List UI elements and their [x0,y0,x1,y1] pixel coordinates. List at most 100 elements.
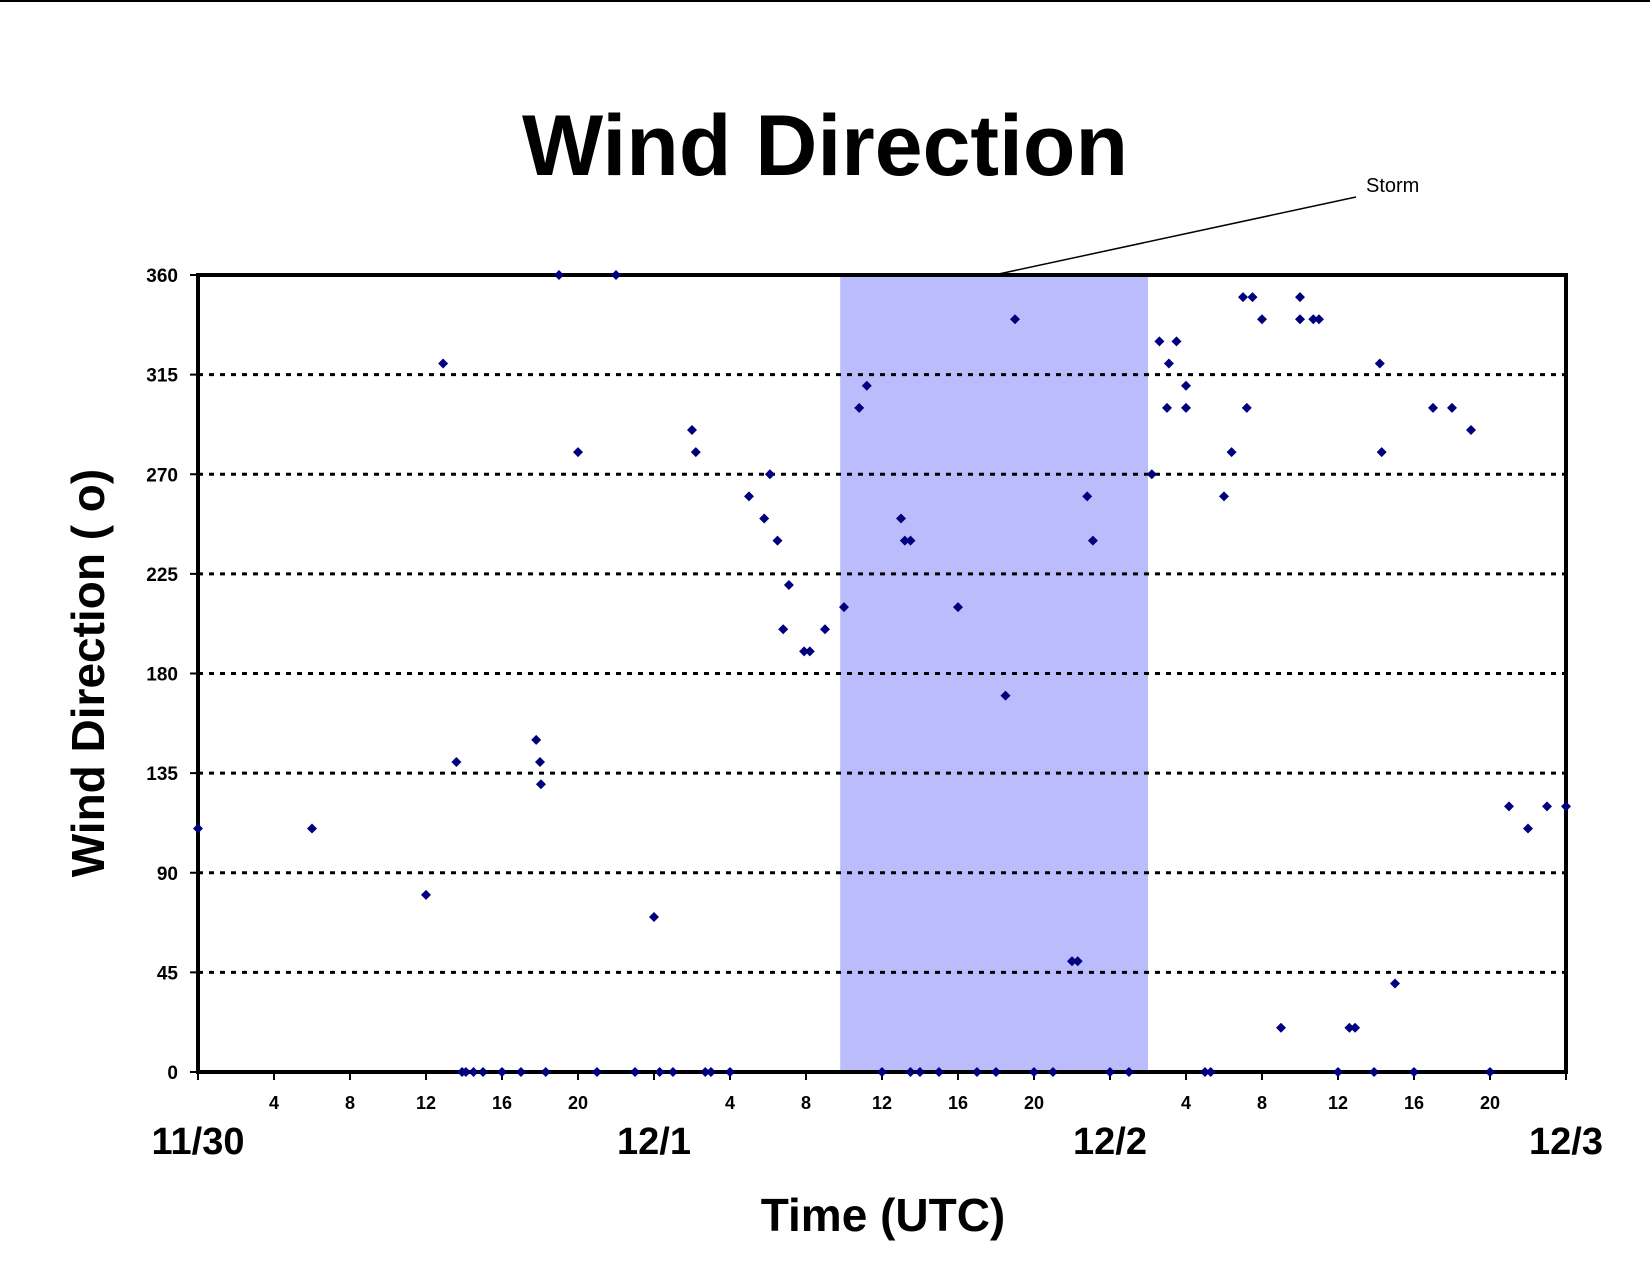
y-tick-label: 135 [146,764,178,785]
data-point [759,513,770,524]
data-point [1238,292,1248,303]
x-tick-label: 12 [872,1093,892,1113]
y-tick-label: 270 [146,465,178,486]
data-point [1350,1022,1361,1033]
data-point [478,1067,488,1077]
data-point [1000,690,1011,701]
data-point [654,1067,665,1077]
data-point [516,1067,526,1077]
data-point [899,535,910,546]
data-point [1542,801,1552,812]
data-point [804,646,815,657]
data-point [193,823,203,834]
data-point [1314,314,1324,325]
data-point [630,1067,640,1077]
data-point [649,912,659,923]
data-point [799,646,810,657]
data-point [953,602,963,613]
data-point [1181,402,1191,413]
data-point [783,579,794,590]
x-tick-label: 16 [1404,1093,1424,1113]
storm-annotation-line [993,196,1357,276]
data-point [1219,491,1229,502]
x-tick-label: 20 [568,1093,588,1113]
data-point [839,602,849,613]
date-label: 12/1 [617,1121,691,1163]
data-point [1295,314,1305,325]
data-point [744,491,754,502]
y-tick-label: 45 [157,963,179,984]
data-point [915,1067,925,1077]
horizontal-gridlines [198,373,1566,974]
date-label: 11/30 [152,1121,245,1163]
data-point [468,1067,479,1077]
data-point [554,270,564,280]
data-point [1374,358,1385,369]
data-point [1276,1022,1286,1033]
data-point [725,1067,735,1077]
data-point [451,757,462,768]
data-point [820,624,830,635]
data-point [535,757,545,768]
x-tick-label: 8 [1257,1093,1267,1113]
data-point [1067,956,1077,967]
data-point [1409,1067,1419,1077]
data-point [687,424,697,435]
data-point [1466,424,1476,435]
y-axis-ticks: 0 45 90 135 180 225 270 315 360 [146,266,198,1084]
data-point [905,1067,916,1077]
data-point [1200,1067,1210,1077]
x-tick-label: 16 [948,1093,968,1113]
data-point [1181,380,1191,391]
data-point [1105,1067,1115,1077]
x-tick-label: 4 [725,1093,735,1113]
x-tick-label: 20 [1024,1093,1044,1113]
data-point [1504,801,1514,812]
data-point [972,1067,982,1077]
data-point [1048,1067,1058,1077]
data-point [861,380,872,391]
data-point [1162,402,1172,413]
data-point [1390,978,1400,989]
data-point [934,1067,944,1077]
data-point [1154,336,1165,347]
data-point [1029,1067,1039,1077]
data-point [421,889,431,900]
data-point [307,823,317,834]
date-label: 12/3 [1529,1121,1603,1163]
data-point [1561,801,1571,812]
data-point [1308,314,1319,325]
y-tick-label: 180 [146,665,178,686]
x-tick-label: 4 [269,1093,279,1113]
data-point [1376,447,1387,458]
x-tick-label: 4 [1181,1093,1191,1113]
x-tick-label: 12 [1328,1093,1348,1113]
data-point [991,1067,1001,1077]
x-axis-ticks: 4 8 12 16 20 4 8 12 16 20 4 8 12 16 20 [197,1072,1567,1113]
data-point [535,779,546,790]
x-tick-label: 8 [345,1093,355,1113]
data-point [1087,535,1098,546]
chart-title: Wind Direction [522,98,1128,194]
data-point [905,535,916,546]
data-point [668,1067,678,1077]
data-point [1333,1067,1343,1077]
x-tick-label: 20 [1480,1093,1500,1113]
x-tick-label: 8 [801,1093,811,1113]
data-points [193,270,1571,1077]
data-point [497,1067,507,1077]
data-point [877,1067,887,1077]
data-point [611,270,621,280]
data-point [778,624,789,635]
data-point [1344,1022,1355,1033]
data-point [1428,402,1438,413]
data-point [772,535,783,546]
data-point [1295,292,1305,303]
y-tick-label: 225 [146,565,178,586]
data-point [854,402,865,413]
data-point [1485,1067,1495,1077]
x-axis-date-labels: 11/30 12/1 12/2 12/3 [152,1121,1603,1163]
data-point [706,1067,716,1077]
data-point [1163,358,1174,369]
